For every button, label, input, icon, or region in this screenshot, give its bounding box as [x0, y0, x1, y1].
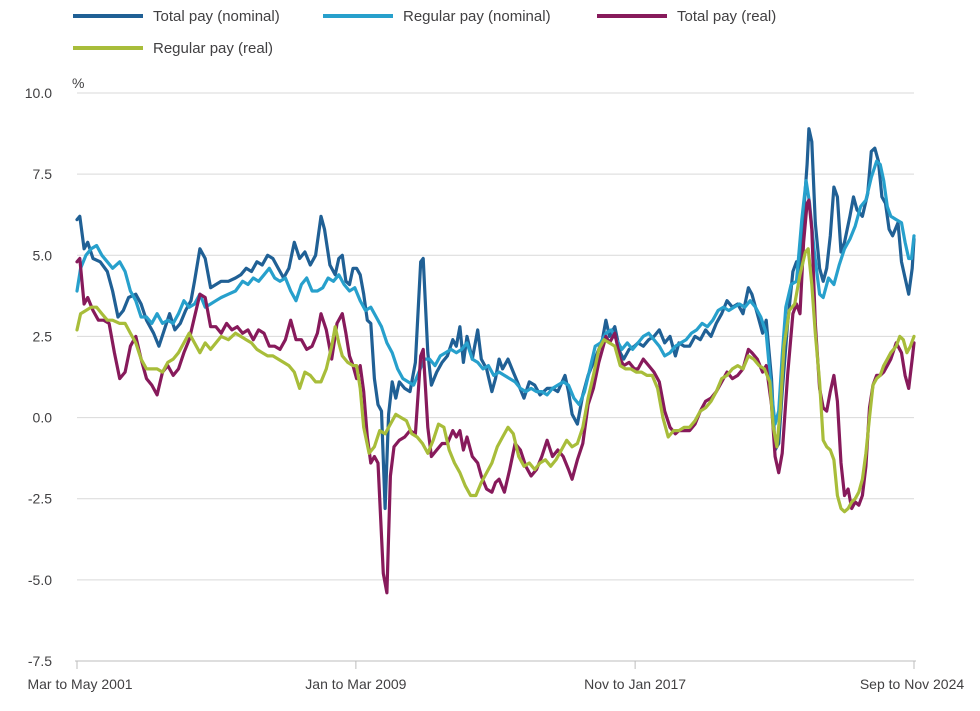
x-tick-label: Nov to Jan 2017 — [584, 676, 686, 692]
legend-label: Total pay (real) — [677, 8, 776, 25]
legend-label: Regular pay (real) — [153, 40, 273, 57]
x-tick-label: Jan to Mar 2009 — [305, 676, 406, 692]
legend-item: Total pay (real) — [597, 8, 776, 25]
series-line-1 — [75, 159, 916, 426]
legend-item: Total pay (nominal) — [73, 8, 280, 25]
y-tick-label: -5.0 — [28, 572, 52, 588]
y-axis-unit-label: % — [72, 75, 84, 91]
legend-item: Regular pay (nominal) — [323, 8, 551, 25]
y-tick-label: -2.5 — [28, 491, 52, 507]
series-line-3 — [75, 247, 916, 514]
y-tick-label: 2.5 — [33, 328, 53, 344]
chart-legend: Total pay (nominal) Regular pay (nominal)… — [73, 8, 776, 57]
chart-series-layer — [75, 127, 916, 595]
y-tick-label: 10.0 — [25, 85, 52, 101]
y-tick-label: 0.0 — [33, 410, 53, 426]
x-tick-label: Mar to May 2001 — [27, 676, 132, 692]
y-tick-label: 5.0 — [33, 247, 53, 263]
y-tick-label: -7.5 — [28, 653, 52, 669]
x-tick-label: Sep to Nov 2024 — [860, 676, 965, 692]
y-axis: 10.0 7.5 5.0 2.5 0.0 -2.5 -5.0 -7.5 — [25, 85, 52, 669]
y-tick-label: 7.5 — [33, 166, 53, 182]
legend-label: Total pay (nominal) — [153, 8, 280, 25]
legend-label: Regular pay (nominal) — [403, 8, 551, 25]
series-line-2 — [75, 198, 916, 595]
legend-item: Regular pay (real) — [73, 40, 273, 57]
x-axis: Mar to May 2001 Jan to Mar 2009 Nov to Jan… — [27, 660, 965, 692]
